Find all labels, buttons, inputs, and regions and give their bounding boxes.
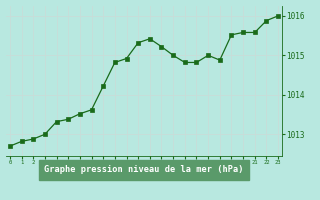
X-axis label: Graphe pression niveau de la mer (hPa): Graphe pression niveau de la mer (hPa)	[44, 165, 244, 174]
